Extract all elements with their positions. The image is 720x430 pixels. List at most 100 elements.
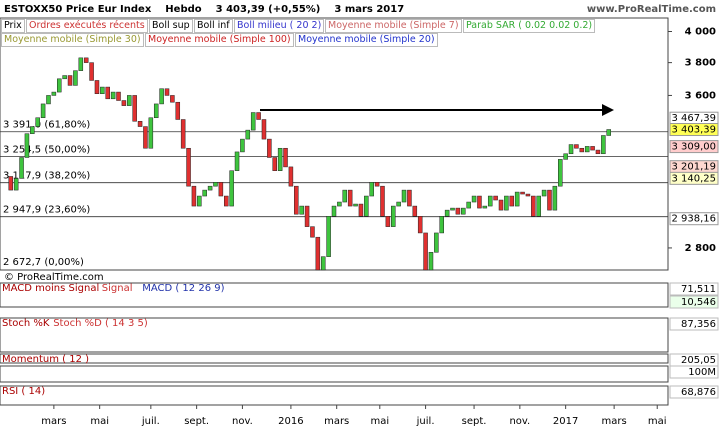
price-tag-label: 2 938,16	[671, 214, 716, 225]
legend-entry[interactable]: Ordres exécutés récents	[26, 19, 148, 33]
indicator-value: 87,356	[681, 319, 716, 330]
legend-entry[interactable]: Boll milieu ( 20 2)	[234, 19, 325, 33]
candle	[159, 88, 164, 105]
candle	[180, 119, 186, 149]
candle	[62, 75, 67, 80]
candle	[110, 91, 116, 100]
candle	[304, 205, 310, 227]
x-tick-label: sept.	[462, 416, 487, 427]
price-tag	[669, 140, 719, 154]
indicator-value: 10,546	[681, 297, 716, 308]
candle	[186, 147, 191, 187]
candle	[277, 147, 283, 171]
fib-label: 3 117,9 (38,20%)	[3, 171, 90, 182]
site: www.ProRealTime.com	[587, 4, 716, 15]
candle	[563, 153, 568, 160]
candle	[46, 95, 51, 105]
candle	[51, 91, 57, 96]
date: 3 mars 2017	[334, 4, 404, 15]
candle	[132, 95, 137, 122]
candle	[380, 185, 385, 217]
candle	[547, 189, 552, 211]
candle	[164, 88, 170, 96]
legend-entry[interactable]: Moyenne mobile (Simple 30)	[1, 33, 144, 47]
candle	[267, 138, 272, 158]
candle	[224, 195, 229, 207]
candle	[250, 112, 256, 131]
candle	[337, 201, 342, 207]
candle	[127, 95, 132, 106]
candle	[347, 189, 353, 207]
legend-entry[interactable]: Parab SAR ( 0.02 0.02 0.2)	[463, 19, 596, 33]
candle	[191, 185, 197, 207]
candle	[83, 57, 89, 63]
candle	[153, 103, 159, 119]
candle	[73, 70, 78, 86]
indicator-tag	[669, 365, 719, 379]
x-tick-label: nov.	[232, 416, 253, 427]
candle	[213, 182, 218, 187]
y-tick-label: 3 600	[685, 90, 716, 101]
indicator-value: 68,876	[681, 387, 716, 398]
price-tag-label: 3 201,19	[671, 162, 716, 173]
candle	[240, 138, 245, 153]
candle	[94, 80, 100, 95]
x-tick-label: juil.	[416, 416, 435, 427]
candle	[35, 117, 40, 127]
indicator-value: 100M	[688, 367, 716, 378]
candle	[30, 126, 35, 134]
x-tick-label: 2016	[278, 416, 303, 427]
indicator-label: RSI ( 14)	[2, 386, 45, 397]
candle	[310, 226, 315, 238]
candle	[57, 78, 62, 93]
candle	[531, 195, 536, 217]
candle	[391, 205, 396, 227]
candle	[170, 95, 175, 103]
candle	[417, 216, 423, 234]
candle	[116, 91, 121, 101]
candle	[450, 207, 455, 211]
candle	[358, 203, 364, 217]
candle	[541, 189, 547, 197]
candle	[202, 189, 207, 197]
indicator-tag	[669, 282, 719, 296]
candle	[579, 147, 585, 153]
indicator-label: Momentum ( 12 )	[2, 354, 89, 365]
x-tick-label: nov.	[509, 416, 530, 427]
indicator-label: Stoch %D ( 14 3 5)	[53, 318, 148, 329]
candle	[67, 75, 73, 86]
x-tick-label: 2017	[553, 416, 578, 427]
title: ESTOXX50 Price Eur Index Hebdo 3 403,39 (+…	[4, 4, 404, 15]
indicator-panel	[0, 353, 669, 364]
candle	[369, 182, 374, 197]
candle	[272, 157, 277, 171]
candle	[568, 144, 574, 155]
candle	[218, 182, 224, 197]
x-tick-label: mars	[41, 416, 66, 427]
candle	[552, 185, 558, 211]
candle	[234, 151, 240, 171]
legend-entry[interactable]: Moyenne mobile (Simple 7)	[325, 19, 462, 33]
x-tick-label: mai	[90, 416, 109, 427]
candle	[514, 191, 520, 207]
legend-entry[interactable]: Prix	[1, 19, 25, 33]
price-tag-label: 3 467,39	[671, 113, 716, 124]
x-tick-label: mai	[370, 416, 389, 427]
candle	[294, 185, 299, 215]
legend-entry[interactable]: Boll sup	[149, 19, 193, 33]
y-tick-label: 3 800	[685, 58, 716, 69]
last-price: 3 403,39 (+0,55%)	[216, 4, 321, 15]
fib-label: 2 672,7 (0,00%)	[3, 257, 84, 268]
legend-entry[interactable]: Moyenne mobile (Simple 100)	[145, 33, 294, 47]
legend-entry[interactable]: Boll inf	[194, 19, 233, 33]
candle	[466, 201, 471, 209]
indicator-tag	[669, 385, 719, 399]
price-tag	[669, 212, 719, 226]
legend-entry[interactable]: Moyenne mobile (Simple 20)	[295, 33, 438, 47]
x-tick-label: mai	[648, 416, 667, 427]
candle	[574, 144, 579, 149]
x-tick-label: mars	[602, 416, 627, 427]
arrow-head	[602, 104, 614, 116]
